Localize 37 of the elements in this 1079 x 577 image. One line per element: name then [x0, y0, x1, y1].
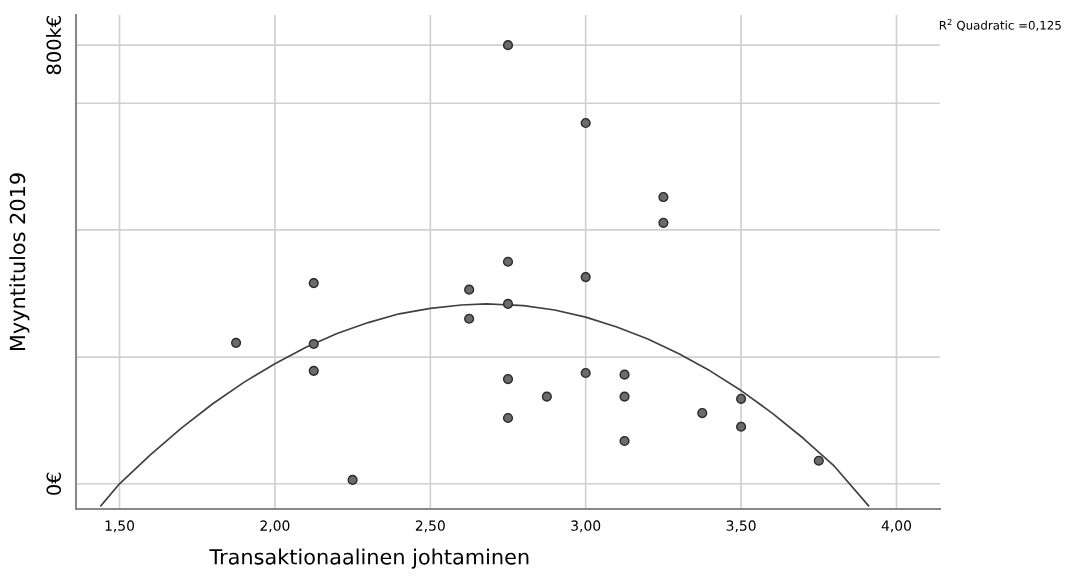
point [658, 217, 669, 228]
point [502, 256, 514, 267]
x-tick-label: 3,00 [571, 520, 601, 533]
line-series [100, 303, 870, 507]
point [580, 367, 591, 379]
point [502, 40, 514, 51]
point [464, 313, 475, 324]
point [813, 455, 824, 466]
point [308, 338, 319, 350]
x-tick-label: 2,00 [260, 520, 290, 533]
y-tick-label: 800k€ [46, 16, 62, 75]
point [347, 474, 358, 486]
x-axis-title: Transaktionaalinen johtaminen [209, 548, 529, 569]
y-tick-label: 0€ [46, 472, 62, 495]
point [619, 435, 630, 447]
point [619, 369, 630, 380]
point [541, 391, 552, 402]
point [308, 278, 319, 289]
point [464, 284, 475, 295]
y-axis-title: Myyntitulos 2019 [9, 173, 30, 351]
point [619, 391, 630, 402]
x-tick-label: 4,00 [881, 520, 912, 533]
point [308, 365, 319, 376]
point [658, 191, 669, 203]
point [502, 298, 514, 310]
point [502, 373, 514, 385]
x-tick-label: 2,50 [415, 520, 445, 533]
point [230, 337, 242, 348]
point [736, 393, 747, 404]
x-tick-label: 1,50 [105, 520, 135, 533]
x-tick-label: 3,50 [726, 520, 756, 533]
point [697, 407, 708, 419]
point [736, 421, 747, 432]
annotation: R$^{2}$ Quadratic =0,125 [939, 18, 1061, 32]
point [580, 271, 591, 283]
point [580, 117, 591, 129]
point [502, 412, 514, 424]
